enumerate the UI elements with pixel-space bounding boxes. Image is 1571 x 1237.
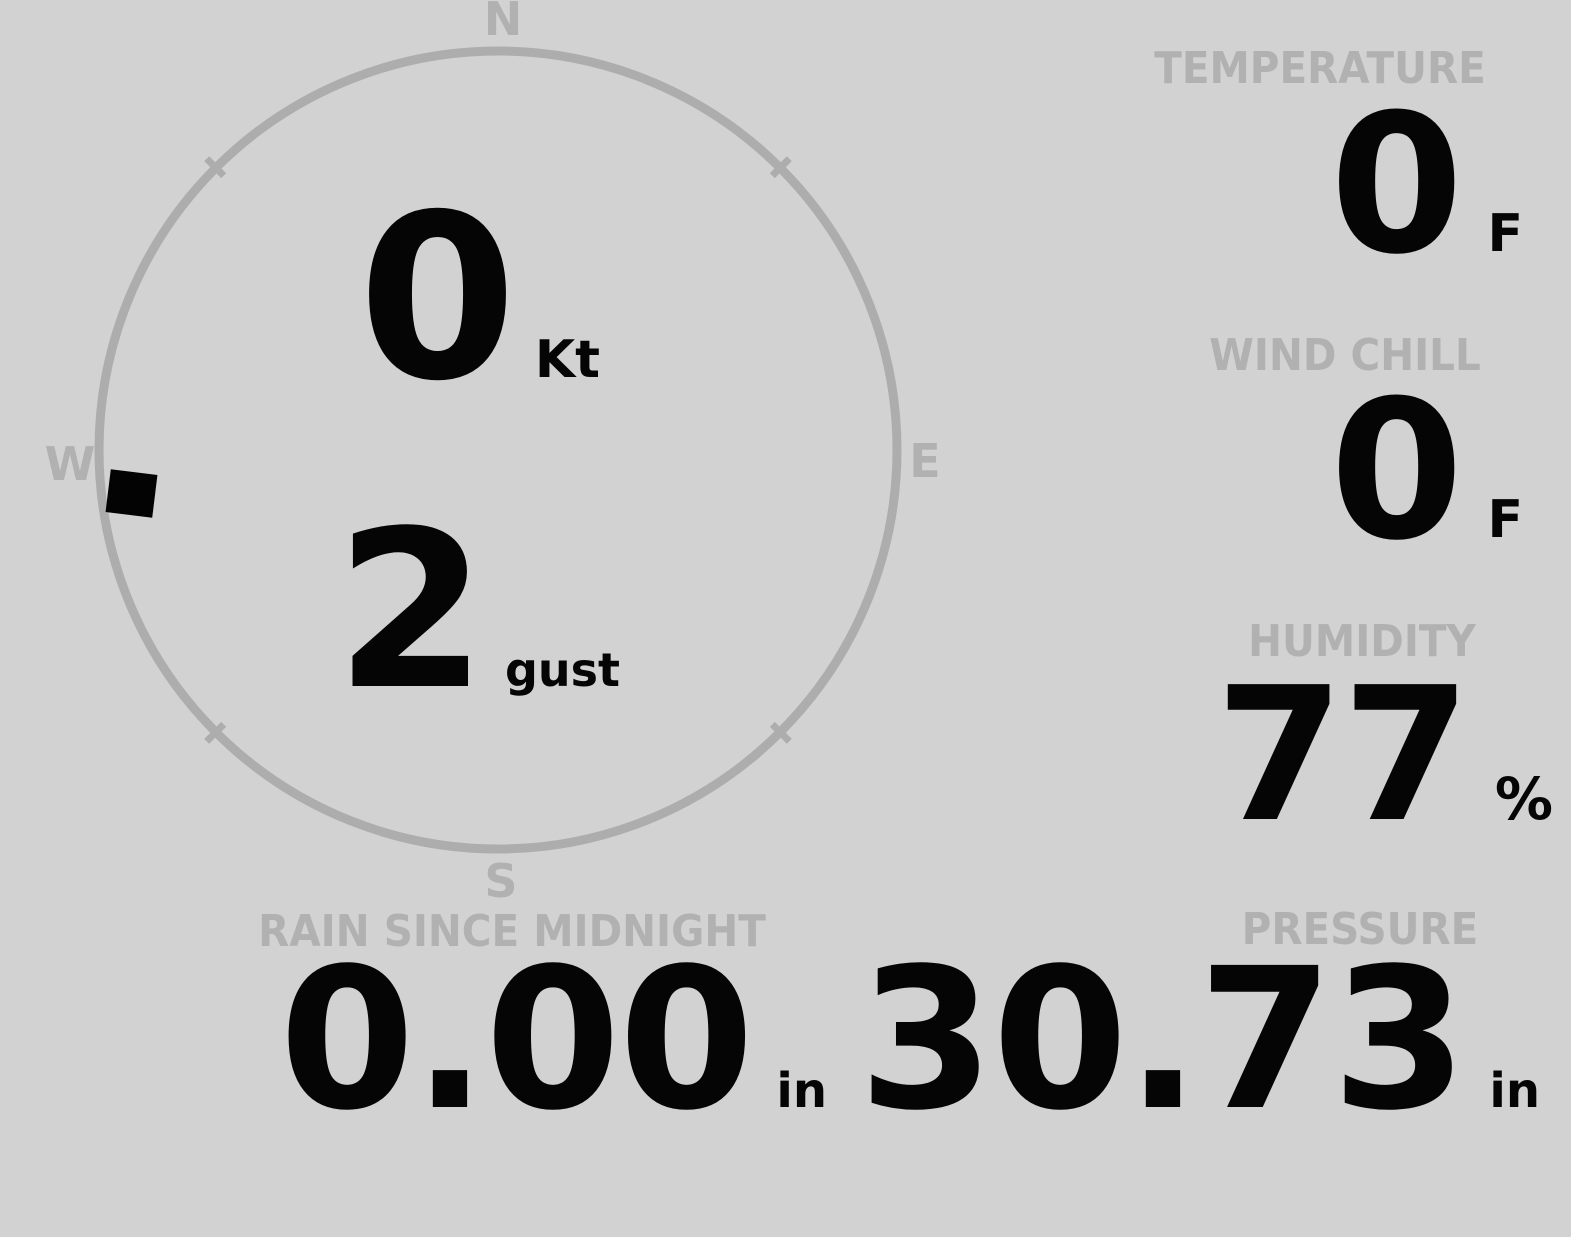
wind-gust-unit: gust (504, 643, 620, 697)
compass-cardinal-south: S (484, 854, 518, 908)
humidity-label: HUMIDITY (1248, 616, 1476, 667)
rain-since-midnight-reading: 0.00 in (279, 942, 827, 1137)
temperature-value: 0 (1329, 74, 1464, 297)
wind-chill-reading: 0 F (1330, 376, 1523, 568)
wind-chill-unit: F (1487, 490, 1523, 550)
compass-cardinal-north: N (483, 0, 523, 46)
rain-since-midnight-value: 0.00 (279, 926, 754, 1153)
wind-gust-value: 2 (335, 485, 487, 738)
rain-since-midnight-label: RAIN SINCE MIDNIGHT (258, 906, 766, 957)
temperature-reading: 0 F (1330, 90, 1523, 282)
wind-speed-unit: Kt (534, 330, 600, 390)
humidity-reading: 77 % (1215, 663, 1553, 848)
wind-chill-value: 0 (1329, 360, 1464, 583)
pressure-unit: in (1489, 1063, 1540, 1119)
compass-cardinal-west: W (44, 437, 96, 491)
pressure-reading: 30.73 in (859, 942, 1540, 1137)
humidity-unit: % (1494, 765, 1553, 833)
compass-cardinal-east: E (909, 434, 941, 488)
temperature-unit: F (1487, 204, 1523, 264)
wind-direction-marker-icon (105, 469, 158, 518)
rain-since-midnight-unit: in (776, 1063, 827, 1119)
wind-speed-value: 0 (358, 165, 517, 431)
compass-ring (94, 46, 902, 854)
wind-gust-reading: 2 gust (335, 503, 620, 721)
temperature-label: TEMPERATURE (1154, 43, 1486, 94)
pressure-value: 30.73 (858, 926, 1468, 1153)
pressure-label: PRESSURE (1241, 904, 1479, 955)
wind-chill-label: WIND CHILL (1209, 330, 1481, 381)
wind-speed-reading: 0 Kt (358, 184, 600, 412)
humidity-value: 77 (1215, 647, 1470, 863)
